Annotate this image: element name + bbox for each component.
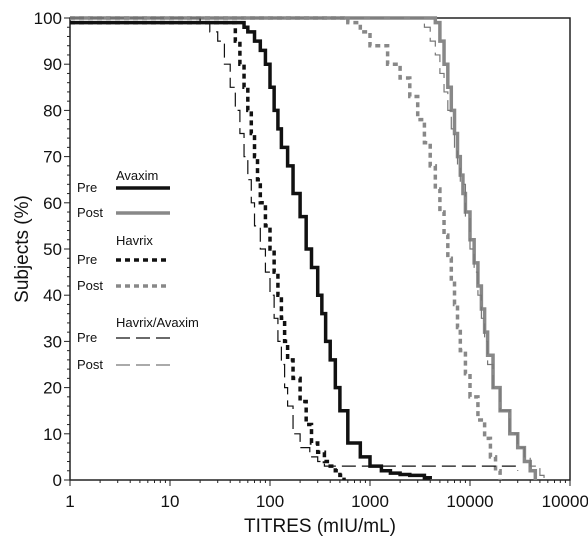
- y-tick-label: 50: [43, 240, 62, 259]
- y-tick-label: 0: [53, 471, 62, 490]
- x-tick-label: 100000: [542, 492, 588, 511]
- legend-group-title: Avaxim: [116, 168, 158, 183]
- x-tick-label: 100: [256, 492, 284, 511]
- legend: Avaxim Pre Post Havrix Pre Post Havrix/Avaxim P…: [77, 168, 199, 372]
- y-axis-title: Subjects (%): [12, 195, 33, 303]
- legend-item-label: Post: [77, 357, 103, 372]
- y-tick-label: 70: [43, 148, 62, 167]
- plot-area: [69, 17, 571, 481]
- series-line-havrix-avaxim-post: [70, 17, 545, 480]
- legend-item-label: Post: [77, 278, 103, 293]
- legend-item-label: Pre: [77, 180, 97, 195]
- series-line-havrix-post: [70, 16, 502, 480]
- plot-frame: [69, 17, 571, 481]
- y-tick-label: 30: [43, 332, 62, 351]
- series-line-havrix-avaxim-pre: [70, 17, 519, 471]
- series-line-avaxim-pre: [70, 20, 432, 480]
- x-axis-title: TITRES (mIU/mL): [244, 516, 396, 537]
- x-tick-label: 10: [161, 492, 180, 511]
- y-tick-label: 100: [34, 9, 62, 28]
- x-tick-label: 10000: [446, 492, 493, 511]
- y-tick-label: 90: [43, 55, 62, 74]
- legend-group-title: Havrix: [116, 233, 153, 248]
- series-line-havrix-pre: [70, 20, 346, 480]
- legend-item-label: Pre: [77, 330, 97, 345]
- y-tick-label: 80: [43, 101, 62, 120]
- y-tick-label: 40: [43, 286, 62, 305]
- y-axis: 0 10 20 30 40 50 60 70 80 90 100: [34, 9, 70, 490]
- legend-item-label: Post: [77, 205, 103, 220]
- y-tick-label: 10: [43, 425, 62, 444]
- y-tick-label: 60: [43, 194, 62, 213]
- x-tick-label: 1000: [351, 492, 389, 511]
- legend-group-title: Havrix/Avaxim: [116, 315, 199, 330]
- series-layer: [70, 16, 545, 480]
- x-axis: 1 10 100 1000 10000 100000: [65, 480, 588, 511]
- y-tick-label: 20: [43, 379, 62, 398]
- x-tick-label: 1: [65, 492, 74, 511]
- series-line-avaxim-post: [70, 16, 538, 480]
- legend-item-label: Pre: [77, 252, 97, 267]
